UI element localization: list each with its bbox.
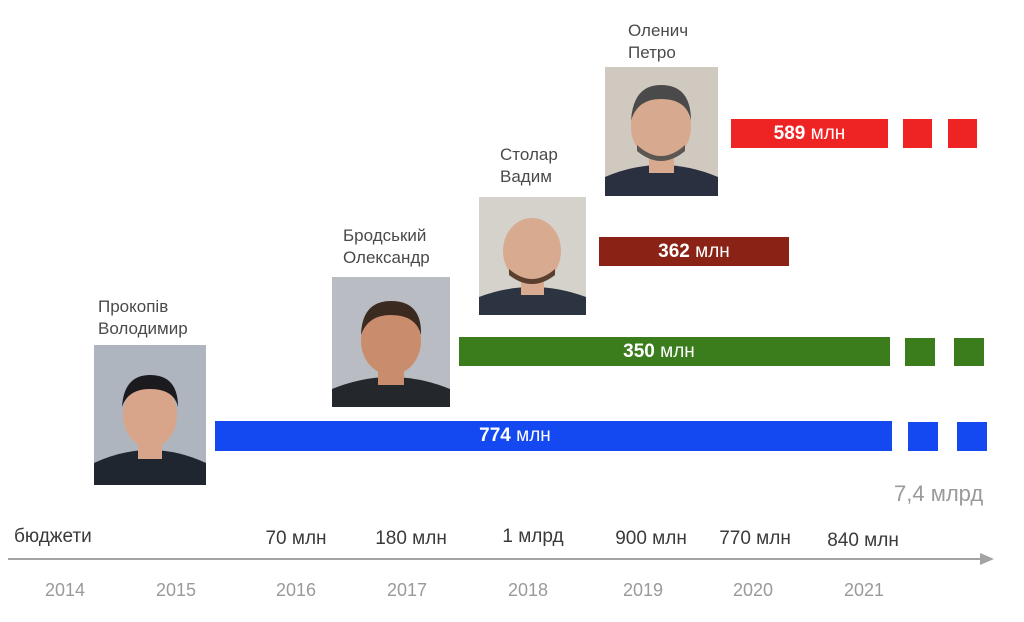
portrait-image [605, 67, 718, 196]
bar-olenych [731, 119, 888, 148]
total-budget: 7,4 млрд [894, 481, 984, 506]
year-label: 2016 [275, 580, 317, 600]
bar-unit: млн [660, 341, 695, 362]
budget-2019: 900 млн [615, 528, 687, 549]
year-label: 2019 [622, 580, 664, 600]
bar-unit: млн [810, 123, 846, 144]
person-name-brodskyi: Бродський Олександр [343, 226, 430, 267]
budget-2017: 180 млн [375, 528, 447, 549]
budget-2020: 770 млн [719, 528, 791, 549]
person-photo-brodskyi [332, 277, 450, 407]
year-label: 2015 [155, 580, 197, 600]
budget-2021: 840 млн [827, 530, 899, 551]
budget-2016: 70 млн [265, 528, 327, 549]
year-label: 2020 [732, 580, 774, 600]
bar-prokopiv [215, 421, 892, 451]
bar-prokopiv-dash-1 [908, 422, 938, 451]
bar-stolar [599, 237, 789, 266]
bar-brodskyi-dash-1 [905, 338, 935, 366]
person-name-prokopiv: Прокопів Володимир [98, 297, 188, 338]
bar-value: 362 [658, 241, 690, 262]
bar-label-prokopiv: 774 млн [215, 422, 815, 450]
bar-brodskyi-dash-2 [954, 338, 984, 366]
bar-prokopiv-dash-2 [957, 422, 987, 451]
bar-unit: млн [695, 241, 730, 262]
portrait-image [332, 277, 450, 407]
bar-value: 350 [623, 341, 655, 362]
year-label: 2017 [386, 580, 428, 600]
bar-olenych-dash-1 [903, 119, 932, 148]
bar-value: 589 [773, 123, 806, 144]
portrait-image [479, 197, 586, 315]
bar-brodskyi [459, 337, 890, 366]
year-label: 2021 [843, 580, 885, 600]
portrait-image [94, 345, 206, 485]
bar-value: 774 [479, 425, 511, 446]
timeline-axis [8, 558, 983, 560]
person-name-olenych: Оленич Петро [628, 21, 689, 62]
budget-2018: 1 млрд [502, 526, 564, 547]
budgets-caption: бюджети [14, 526, 92, 547]
timeline-arrow-icon [980, 553, 994, 565]
year-label: 2018 [507, 580, 549, 600]
bar-unit: млн [516, 425, 551, 446]
person-photo-stolar [479, 197, 586, 315]
bar-label-brodskyi: 350 млн [459, 338, 859, 366]
person-photo-prokopiv [94, 345, 206, 485]
year-label: 2014 [44, 580, 86, 600]
person-photo-olenych [605, 67, 718, 196]
bar-label-stolar: 362 млн [599, 238, 789, 266]
bar-label-olenych: 589 млн [731, 120, 888, 148]
person-name-stolar: Столар Вадим [500, 145, 558, 186]
bar-olenych-dash-2 [948, 119, 977, 148]
